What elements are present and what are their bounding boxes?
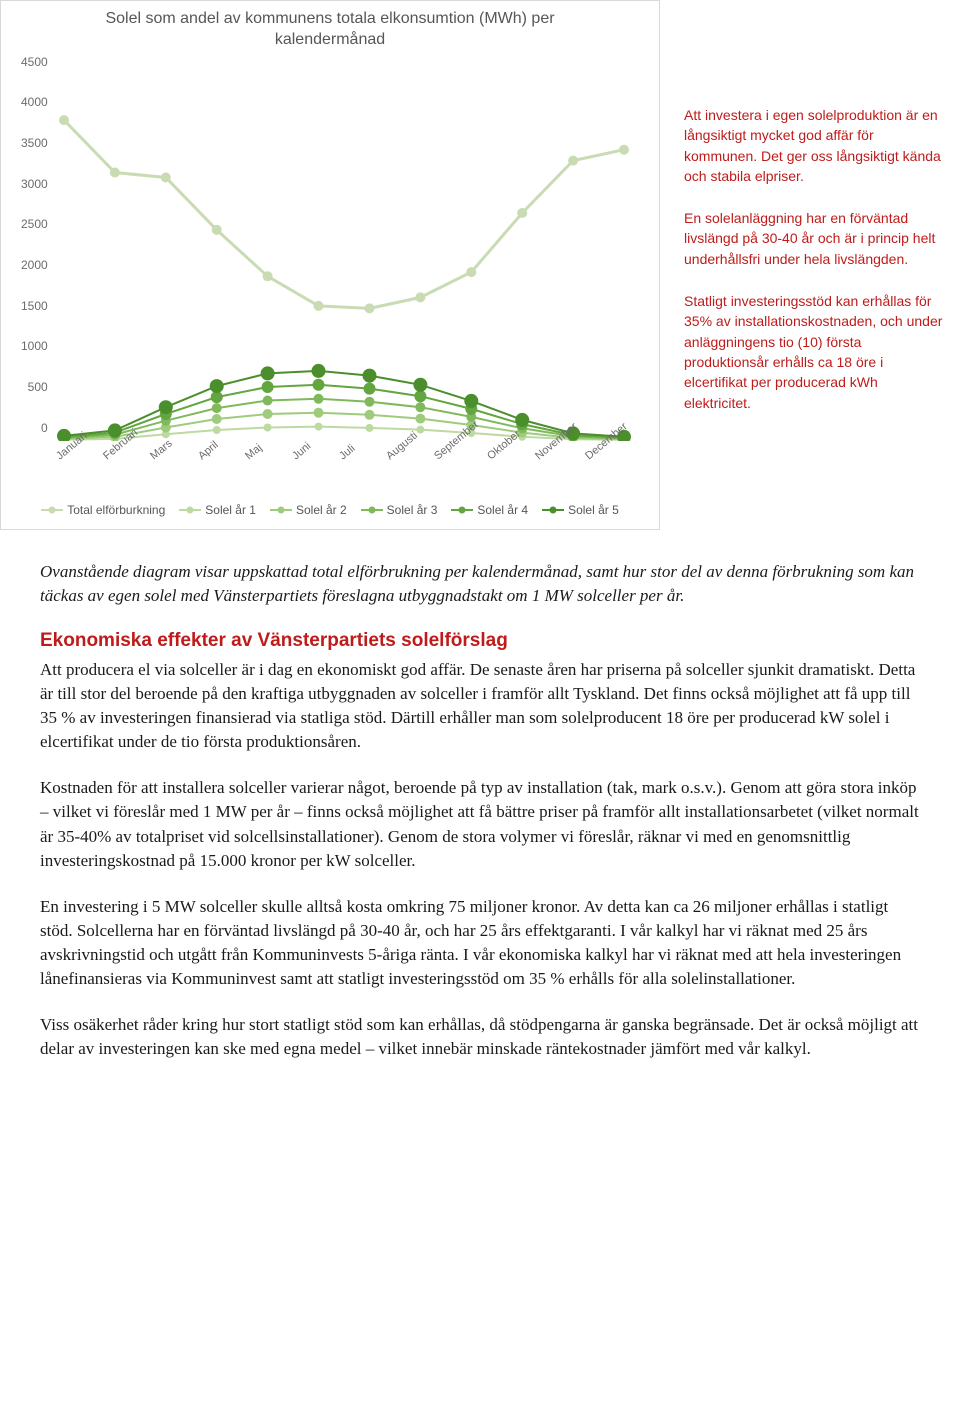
body-p1: Att producera el via solceller är i dag … (40, 658, 920, 755)
legend-swatch (542, 509, 564, 511)
plot-area (54, 61, 634, 441)
y-tick: 4000 (21, 95, 48, 109)
legend-item: Solel år 4 (451, 503, 528, 517)
y-tick: 1500 (21, 299, 48, 313)
legend: Total elförburkning Solel år 1 Solel år 2 S… (1, 503, 659, 517)
legend-item: Solel år 1 (179, 503, 256, 517)
series-marker (313, 407, 323, 417)
sidebar-p3: Statligt investeringsstöd kan erhållas f… (684, 291, 944, 413)
y-tick: 500 (21, 380, 48, 394)
series-marker (362, 368, 376, 382)
y-tick: 3000 (21, 177, 48, 191)
series-marker (415, 402, 425, 412)
series-marker (110, 167, 120, 177)
page: Solel som andel av kommunens totala elko… (0, 0, 960, 1102)
y-axis: 4500 4000 3500 3000 2500 2000 1500 1000 500 0 (21, 55, 54, 435)
legend-swatch (361, 509, 383, 511)
legend-swatch (41, 509, 63, 511)
legend-swatch (179, 509, 201, 511)
legend-label: Solel år 4 (477, 503, 528, 517)
series-line (64, 384, 624, 437)
series-marker (159, 400, 173, 414)
legend-item: Solel år 5 (542, 503, 619, 517)
y-tick: 3500 (21, 136, 48, 150)
series-marker (262, 271, 272, 281)
series-marker (260, 366, 274, 380)
series-marker (568, 155, 578, 165)
legend-label: Solel år 2 (296, 503, 347, 517)
series-marker (262, 395, 272, 405)
series-marker (364, 396, 374, 406)
body-p4: Viss osäkerhet råder kring hur stort sta… (40, 1013, 920, 1061)
y-tick: 1000 (21, 339, 48, 353)
series-marker (211, 224, 221, 234)
series-marker (261, 381, 273, 393)
series-marker (364, 303, 374, 313)
series-marker (211, 403, 221, 413)
legend-item: Total elförburkning (41, 503, 165, 517)
series-marker (209, 379, 223, 393)
y-tick: 2500 (21, 217, 48, 231)
series-marker (466, 267, 476, 277)
series-marker (311, 363, 325, 377)
series-marker (161, 172, 171, 182)
series-marker (313, 393, 323, 403)
series-line (64, 398, 624, 438)
series-marker (517, 208, 527, 218)
caption: Ovanstående diagram visar uppskattad tot… (40, 560, 920, 608)
sidebar-p2: En solelanläggning har en förväntad livs… (684, 208, 944, 269)
series-marker (413, 377, 427, 391)
legend-swatch (451, 509, 473, 511)
series-marker (262, 409, 272, 419)
body-p3: En investering i 5 MW solceller skulle a… (40, 895, 920, 992)
plot-wrap: 450040003500300025002000150010005000 (1, 61, 659, 441)
legend-item: Solel år 3 (361, 503, 438, 517)
series-marker (464, 393, 478, 407)
body-text: Ovanstående diagram visar uppskattad tot… (0, 530, 960, 1102)
top-row: Solel som andel av kommunens totala elko… (0, 0, 960, 530)
y-tick: 0 (21, 421, 48, 435)
series-marker (312, 378, 324, 390)
chart-svg (54, 61, 634, 441)
chart-title: Solel som andel av kommunens totala elko… (1, 9, 659, 61)
x-axis: JanuariFebruariMarsAprilMajJuniJuliAugus… (49, 447, 629, 493)
chart-container: Solel som andel av kommunens totala elko… (0, 0, 660, 530)
y-tick: 4500 (21, 55, 48, 69)
series-marker (363, 382, 375, 394)
series-marker (415, 292, 425, 302)
section-heading: Ekonomiska effekter av Vänsterpartiets s… (40, 630, 920, 652)
sidebar: Att investera i egen solelproduktion är … (684, 105, 944, 435)
body-p2: Kostnaden för att installera solceller v… (40, 776, 920, 873)
y-tick: 2000 (21, 258, 48, 272)
sidebar-p1: Att investera i egen solelproduktion är … (684, 105, 944, 186)
series-marker (619, 144, 629, 154)
legend-label: Solel år 5 (568, 503, 619, 517)
series-marker (414, 390, 426, 402)
series-marker (313, 300, 323, 310)
series-line (64, 120, 624, 308)
legend-label: Solel år 3 (387, 503, 438, 517)
legend-label: Total elförburkning (67, 503, 165, 517)
legend-swatch (270, 509, 292, 511)
series-marker (59, 115, 69, 125)
legend-label: Solel år 1 (205, 503, 256, 517)
legend-item: Solel år 2 (270, 503, 347, 517)
